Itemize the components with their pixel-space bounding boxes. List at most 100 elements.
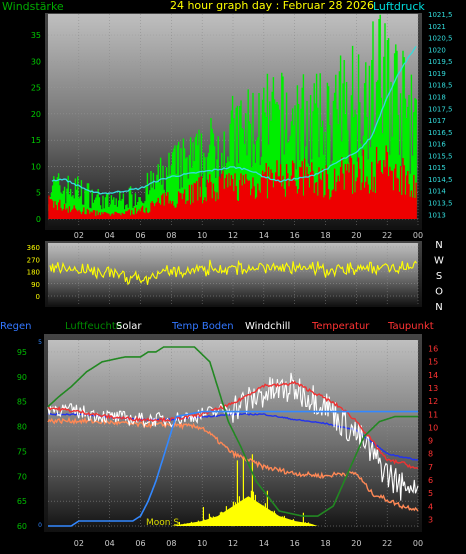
temperature-tick-label: 8 bbox=[428, 450, 433, 459]
wind-mean-series bbox=[48, 145, 417, 219]
wind-tick-label: 30 bbox=[31, 57, 41, 66]
wind-tick-label: 20 bbox=[31, 110, 41, 119]
solar-series bbox=[171, 454, 318, 526]
legend-item: Windchill bbox=[245, 321, 290, 332]
time-tick-label: 04 bbox=[105, 231, 115, 240]
temperature-tick-label: 14 bbox=[428, 371, 438, 380]
time-tick-label: 16 bbox=[290, 539, 300, 548]
pressure-tick-label: 1013,5 bbox=[428, 200, 453, 208]
legend-item: Luftfeuchte bbox=[65, 321, 122, 332]
legend-item: Taupunkt bbox=[387, 321, 434, 332]
pressure-line bbox=[51, 46, 417, 195]
temperature-tick-label: 6 bbox=[428, 476, 433, 485]
temperature-tick-label: 13 bbox=[428, 384, 438, 393]
humidity-tick-label: 65 bbox=[17, 497, 27, 506]
climate-series bbox=[47, 346, 419, 527]
temperature-tick-label: 15 bbox=[428, 358, 438, 367]
compass-label: O bbox=[435, 287, 443, 298]
temperature-tick-label: 5 bbox=[428, 489, 433, 498]
pressure-tick-label: 1021 bbox=[428, 23, 446, 31]
time-tick-label: 18 bbox=[320, 539, 330, 548]
pressure-tick-label: 1017 bbox=[428, 117, 446, 125]
temperature-tick-label: 7 bbox=[428, 463, 433, 472]
pressure-axis-title: Luftdruck bbox=[373, 0, 425, 13]
wind-mean-bars bbox=[48, 145, 417, 219]
legend-item: Temperatur bbox=[311, 321, 370, 332]
temperature-tick-label: 16 bbox=[428, 345, 438, 354]
time-tick-label: 20 bbox=[351, 539, 361, 548]
time-tick-label: 10 bbox=[197, 231, 207, 240]
time-tick-label: 20 bbox=[351, 231, 361, 240]
time-tick-label: 14 bbox=[259, 539, 269, 548]
direction-tick-label: 0 bbox=[36, 293, 40, 301]
pressure-tick-label: 1017,5 bbox=[428, 105, 453, 113]
direction-tick-label: 270 bbox=[27, 256, 40, 264]
wind-speed-axis-title: Windstärke bbox=[2, 0, 64, 13]
humidity-tick-label: 85 bbox=[17, 398, 27, 407]
temperature-tick-label: 10 bbox=[428, 423, 438, 432]
time-tick-label: 00 bbox=[413, 539, 423, 548]
temperature-tick-label: 4 bbox=[428, 502, 433, 511]
time-tick-label: 06 bbox=[135, 539, 145, 548]
humidity-tick-label: 75 bbox=[17, 447, 27, 456]
direction-tick-label: 180 bbox=[27, 269, 40, 277]
pressure-tick-label: 1015 bbox=[428, 164, 446, 172]
humidity-tick-label: 90 bbox=[17, 373, 27, 382]
temperature-tick-label: 12 bbox=[428, 397, 438, 406]
wind-pressure-ticks: 0510152025303510131013,510141014,5101510… bbox=[31, 11, 453, 240]
rain-tick-label: 5 bbox=[38, 339, 42, 346]
humidity-tick-label: 80 bbox=[17, 423, 27, 432]
rain-tick-label: 0 bbox=[38, 522, 42, 529]
time-tick-label: 10 bbox=[197, 539, 207, 548]
temperature-tick-label: 11 bbox=[428, 410, 438, 419]
pressure-tick-label: 1016,5 bbox=[428, 129, 453, 137]
legend-item: Solar bbox=[116, 321, 142, 332]
time-tick-label: 22 bbox=[382, 231, 392, 240]
time-tick-label: 02 bbox=[74, 231, 84, 240]
time-tick-label: 22 bbox=[382, 539, 392, 548]
pressure-tick-label: 1019,5 bbox=[428, 58, 453, 66]
time-tick-label: 14 bbox=[259, 231, 269, 240]
humidity-tick-label: 95 bbox=[17, 348, 27, 357]
chart-title: 24 hour graph day : Februar 28 2026 bbox=[170, 0, 374, 12]
pressure-tick-label: 1020,5 bbox=[428, 35, 453, 43]
temperature-tick-label: 3 bbox=[428, 515, 433, 524]
pressure-series bbox=[51, 46, 417, 195]
wind-tick-label: 5 bbox=[36, 189, 41, 198]
climate-ticks: 6065707580859095345678910111213141516500… bbox=[17, 339, 438, 548]
compass-label: S bbox=[436, 271, 442, 282]
pressure-tick-label: 1018 bbox=[428, 93, 446, 101]
series-line-regen bbox=[48, 410, 418, 527]
pressure-tick-label: 1015,5 bbox=[428, 152, 453, 160]
wind-tick-label: 15 bbox=[31, 136, 41, 145]
compass-label: N bbox=[435, 302, 442, 313]
time-tick-label: 16 bbox=[290, 231, 300, 240]
series-line-luftfeuchte bbox=[47, 346, 418, 517]
wind-direction-line bbox=[49, 259, 418, 286]
wind-tick-label: 35 bbox=[31, 31, 41, 40]
humidity-tick-label: 60 bbox=[17, 522, 27, 531]
pressure-tick-label: 1013 bbox=[428, 211, 446, 219]
time-tick-label: 12 bbox=[228, 539, 238, 548]
wind-tick-label: 0 bbox=[36, 215, 41, 224]
time-tick-label: 02 bbox=[74, 539, 84, 548]
direction-tick-label: 90 bbox=[31, 281, 40, 289]
temperature-tick-label: 9 bbox=[428, 437, 433, 446]
legend-item: Regen bbox=[0, 321, 32, 332]
pressure-tick-label: 1019 bbox=[428, 70, 446, 78]
time-tick-label: 08 bbox=[166, 231, 176, 240]
humidity-tick-label: 70 bbox=[17, 472, 27, 481]
time-tick-label: 12 bbox=[228, 231, 238, 240]
pressure-tick-label: 1014 bbox=[428, 188, 446, 196]
time-tick-label: 04 bbox=[105, 539, 115, 548]
time-tick-label: 00 bbox=[413, 231, 423, 240]
wind-tick-label: 10 bbox=[31, 162, 41, 171]
wind-tick-label: 25 bbox=[31, 84, 41, 93]
time-tick-label: 06 bbox=[135, 231, 145, 240]
series-line-windchill bbox=[47, 372, 419, 501]
direction-tick-label: 360 bbox=[27, 244, 40, 252]
series-line-temperatur bbox=[47, 380, 419, 470]
